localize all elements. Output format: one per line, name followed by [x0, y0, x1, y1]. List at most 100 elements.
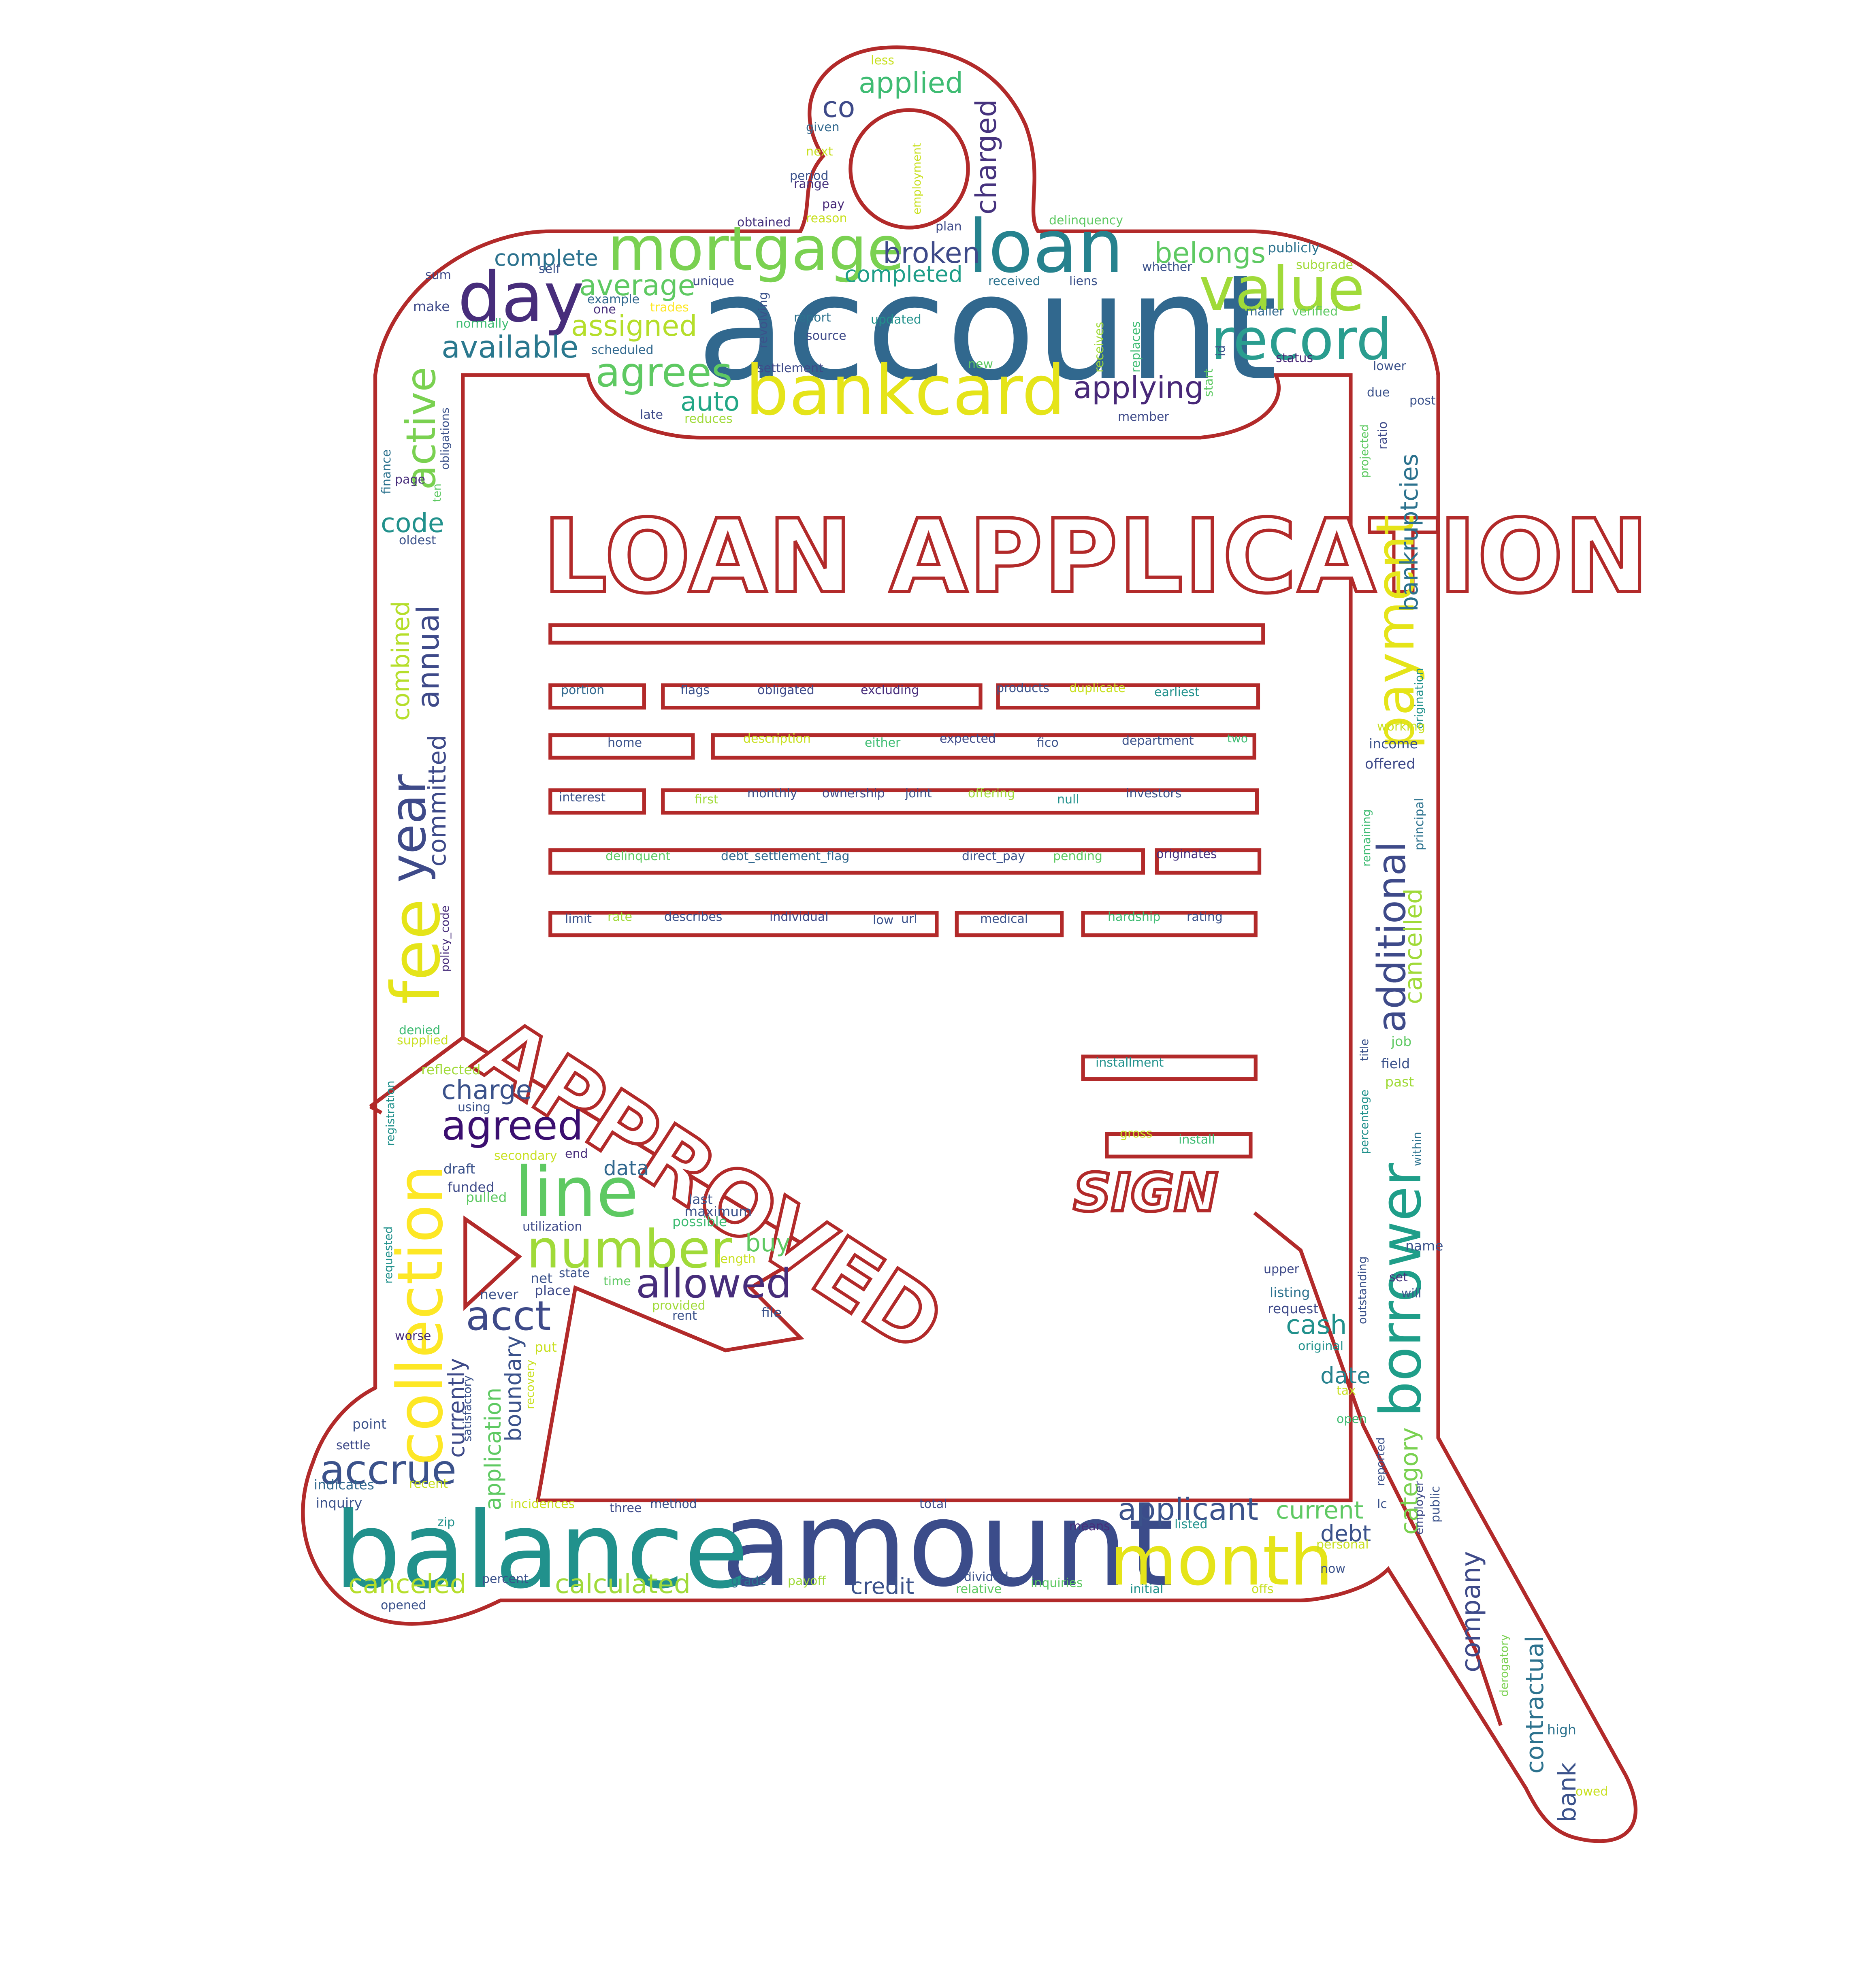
word-complete: complete [494, 245, 598, 271]
word-owed: owed [1575, 1785, 1608, 1799]
word-indicates: indicates [314, 1477, 374, 1493]
word-never: never [480, 1286, 518, 1302]
word-incidences: incidences [510, 1497, 575, 1511]
form-word-monthly: monthly [747, 786, 797, 801]
word-committed: committed [423, 735, 452, 867]
word-put: put [535, 1339, 557, 1355]
word-obligations: obligations [438, 407, 452, 470]
word-state: state [559, 1266, 590, 1280]
word-agrees: agrees [595, 349, 733, 396]
word-collection: collection [384, 1165, 457, 1466]
form-word-description: description [743, 732, 811, 746]
word-recovery: recovery [523, 1359, 537, 1409]
word-publicly: publicly [1268, 240, 1320, 256]
word-average: average [579, 269, 695, 302]
form-word-delinquent: delinquent [605, 849, 671, 863]
form-word-debt-settlement-flag: debt_settlement_flag [721, 849, 850, 863]
word-denied: denied [399, 1023, 441, 1037]
word-end: end [565, 1147, 588, 1161]
word-assigned: assigned [571, 309, 697, 343]
word-net: net [531, 1270, 553, 1286]
form-word-department: department [1122, 734, 1194, 748]
word-whether: whether [1142, 260, 1192, 274]
word-record: record [1211, 307, 1392, 373]
word-cash: cash [1286, 1310, 1347, 1340]
word-requested: requested [382, 1226, 395, 1284]
form-word-limit: limit [565, 912, 592, 926]
word-principal: principal [1412, 798, 1426, 850]
word-smaller: smaller [1239, 305, 1284, 319]
word-grade: grade [731, 1574, 767, 1588]
word-debt: debt [1320, 1521, 1371, 1546]
word-boundary: boundary [500, 1335, 526, 1442]
form-word-rate: rate [608, 910, 632, 924]
word-post: post [1409, 394, 1436, 408]
word-trades: trades [650, 300, 689, 315]
word-offered: offered [1365, 756, 1416, 772]
word-reported: reported [1374, 1437, 1387, 1486]
form-word-flags: flags [680, 683, 710, 697]
word-provided: provided [652, 1299, 706, 1313]
word-draft: draft [443, 1161, 475, 1177]
word-given: given [806, 120, 840, 134]
word-applicant: applicant [1118, 1491, 1258, 1527]
word-verified: verified [1292, 305, 1338, 319]
word-calculated: calculated [555, 1569, 691, 1600]
word-applied: applied [859, 66, 964, 100]
word-means: means [1069, 1519, 1110, 1534]
word-received: received [988, 274, 1040, 288]
word-agreed: agreed [441, 1102, 584, 1149]
word-co: co [822, 91, 855, 124]
word-total: total [919, 1497, 947, 1511]
word-length: length [717, 1252, 756, 1266]
word-set: set [1389, 1270, 1408, 1284]
word-pay: pay [822, 197, 845, 211]
word-date: date [1320, 1363, 1371, 1389]
word-last: last [689, 1191, 713, 1207]
word-number: number [527, 1218, 732, 1280]
word-late: late [640, 408, 663, 422]
word-loan: loan [968, 204, 1124, 289]
word-ratio: ratio [1376, 421, 1390, 449]
word-status: status [1276, 351, 1313, 365]
word-outstanding: outstanding [1356, 1256, 1369, 1324]
word-sum: sum [425, 268, 451, 282]
word-now: now [1320, 1562, 1345, 1576]
word-time: time [603, 1274, 631, 1289]
form-word-individual: individual [770, 910, 829, 924]
form-word-two: two [1227, 732, 1248, 745]
form-word-fico: fico [1037, 736, 1059, 750]
form-word-interest: interest [559, 790, 606, 805]
word-one: one [593, 302, 616, 317]
word-ten: ten [430, 483, 443, 502]
word-month: month [1110, 1521, 1333, 1601]
word-make: make [413, 298, 450, 314]
form-word-low: low [873, 913, 894, 927]
word-data: data [603, 1157, 649, 1180]
word-next: next [806, 145, 833, 159]
word-receives: receives [1092, 322, 1106, 373]
word-new: new [968, 357, 993, 371]
form-word-home: home [608, 736, 642, 750]
form-word-installment: installment [1096, 1056, 1164, 1070]
form-word-either: either [865, 736, 901, 750]
word-accrue: accrue [320, 1446, 457, 1493]
word-updated: updated [871, 313, 921, 327]
word-lc: lc [1377, 1497, 1387, 1511]
word-employer: employer [1412, 1481, 1426, 1535]
word-line: line [514, 1152, 639, 1233]
word-delinquency: delinquency [1049, 213, 1123, 228]
word-pulled: pulled [466, 1189, 507, 1205]
word-code: code [381, 508, 444, 539]
word-inquiries: inquiries [1031, 1576, 1083, 1590]
word-charge: charge [441, 1075, 532, 1105]
word-public: public [1428, 1486, 1443, 1523]
word-rent: rent [672, 1309, 697, 1323]
word-reduces: reduces [684, 412, 733, 426]
form-word-products: products [996, 681, 1050, 695]
word-satisfactory: satisfactory [460, 1375, 474, 1442]
word-subgrade: subgrade [1296, 258, 1353, 272]
word-bankruptcies: bankruptcies [1395, 454, 1424, 611]
word-company: company [1456, 1551, 1486, 1672]
word-three: three [610, 1501, 642, 1515]
